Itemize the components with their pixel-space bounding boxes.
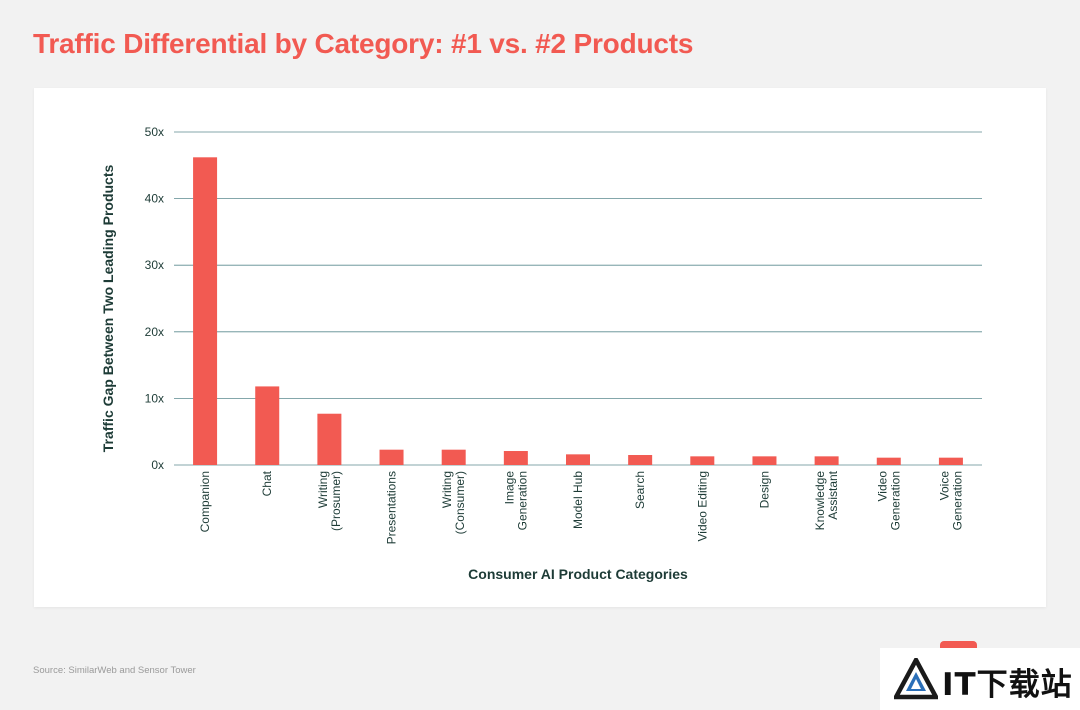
bar — [379, 449, 404, 465]
x-tick-label: Chat — [260, 470, 274, 496]
x-tick-label-line: Generation — [515, 471, 529, 530]
x-tick-label-line: Video — [875, 471, 889, 502]
triangle-logo-icon — [894, 658, 938, 700]
bar — [752, 456, 777, 465]
x-tick-label-line: Presentations — [385, 471, 399, 544]
bar — [814, 456, 839, 465]
x-tick-label: Voice Generation — [937, 471, 964, 531]
x-axis-ticks: Companion Chat Writing (Prosumer) Presentati… — [198, 470, 964, 544]
x-tick-label-line: Generation — [888, 471, 902, 530]
bar — [193, 157, 218, 466]
chart-card: 0x 10x 20x 30x 40x 50x Companion Chat Writing (P… — [34, 88, 1046, 607]
x-tick-label: Image Generation — [502, 471, 529, 531]
y-tick-label: 10x — [145, 391, 164, 405]
x-tick-label-line: (Prosumer) — [329, 471, 343, 531]
x-tick-label: Search — [633, 471, 647, 509]
y-axis-ticks: 0x 10x 20x 30x 40x 50x — [145, 125, 164, 472]
bar — [628, 455, 653, 465]
y-tick-label: 50x — [145, 125, 164, 139]
x-tick-label-line: Voice — [937, 471, 951, 501]
x-tick-label-line: Generation — [950, 471, 964, 530]
x-tick-label-line: Search — [633, 471, 647, 509]
bar — [503, 451, 528, 465]
x-tick-label: Video Editing — [695, 471, 709, 542]
x-tick-label-line: Assistant — [826, 470, 840, 519]
y-tick-label: 20x — [145, 325, 164, 339]
x-tick-label: Design — [757, 471, 771, 508]
watermark-text: IT下载站 — [942, 667, 1073, 703]
x-tick-label-line: Knowledge — [813, 471, 827, 531]
source-note: Source: SimilarWeb and Sensor Tower — [33, 665, 196, 676]
x-tick-label-line: Writing — [440, 471, 454, 508]
x-tick-label: Writing (Consumer) — [440, 471, 467, 534]
x-tick-label-line: Writing — [316, 471, 330, 508]
bar — [317, 413, 342, 465]
x-tick-label-line: Image — [502, 471, 516, 505]
x-tick-label: Companion — [198, 471, 212, 532]
x-tick-label-line: Model Hub — [571, 471, 585, 529]
brand-tab — [940, 641, 977, 651]
watermark: IT下载站 — [880, 648, 1080, 710]
x-tick-label: Presentations — [385, 471, 399, 544]
x-tick-label-line: Video Editing — [695, 471, 709, 542]
x-tick-label-line: Companion — [198, 471, 212, 532]
x-tick-label: Model Hub — [571, 471, 585, 529]
x-tick-label: Writing (Prosumer) — [316, 471, 343, 531]
bar — [255, 386, 280, 465]
grid-lines — [174, 131, 982, 466]
x-tick-label-line: Chat — [260, 470, 274, 496]
x-tick-label: Video Generation — [875, 471, 902, 531]
x-tick-label: Knowledge Assistant — [813, 470, 840, 530]
x-tick-label-line: (Consumer) — [453, 471, 467, 534]
y-axis-label: Traffic Gap Between Two Leading Products — [100, 165, 116, 453]
y-tick-label: 0x — [151, 458, 164, 472]
y-tick-label: 40x — [145, 192, 164, 206]
bar — [566, 454, 590, 465]
bars — [193, 157, 963, 466]
bar — [441, 449, 466, 465]
x-tick-label-line: Design — [757, 471, 771, 508]
y-tick-label: 30x — [145, 258, 164, 272]
bar — [938, 457, 963, 465]
bar — [876, 457, 901, 465]
page-title: Traffic Differential by Category: #1 vs.… — [33, 28, 694, 59]
bar — [690, 456, 715, 465]
x-axis-label: Consumer AI Product Categories — [468, 566, 688, 582]
